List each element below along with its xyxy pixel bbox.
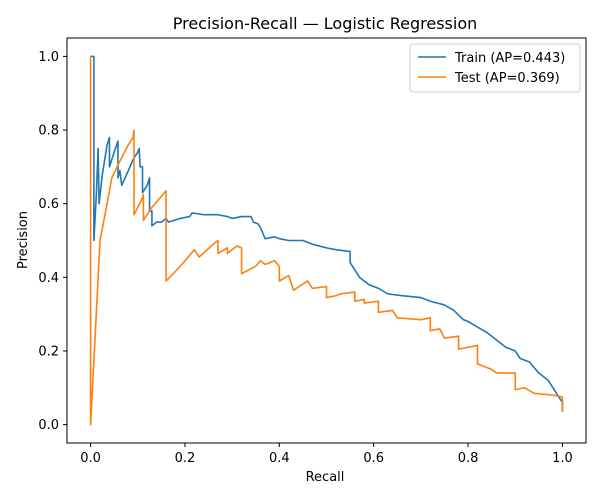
x-tick-label: 1.0 — [552, 451, 573, 466]
x-tick-label: 0.2 — [175, 451, 196, 466]
y-axis-label: Precision — [16, 211, 31, 269]
y-axis-ticks: 0.0 0.2 0.4 0.6 0.8 1.0 — [38, 50, 67, 433]
y-tick-label: 1.0 — [38, 50, 59, 65]
test-series-line — [89, 56, 564, 426]
legend-box — [409, 43, 581, 93]
x-axis-ticks: 0.0 0.2 0.4 0.6 0.8 1.0 — [80, 443, 573, 466]
chart-title: Precision-Recall — Logistic Regression — [173, 14, 478, 33]
plot-background — [67, 38, 586, 443]
y-tick-label: 0.8 — [38, 124, 59, 139]
legend: Train (AP=0.443) Test (AP=0.369) — [409, 43, 581, 93]
x-tick-label: 0.0 — [80, 451, 101, 466]
y-tick-label: 0.2 — [38, 344, 59, 359]
y-tick-label: 0.6 — [38, 197, 59, 212]
x-tick-label: 0.6 — [363, 451, 384, 466]
train-series-line — [90, 55, 564, 412]
x-tick-label: 0.8 — [458, 451, 479, 466]
x-axis-label: Recall — [306, 470, 345, 485]
legend-test-label: Test (AP=0.369) — [454, 71, 560, 86]
legend-train-label: Train (AP=0.443) — [454, 51, 565, 66]
y-tick-label: 0.0 — [38, 418, 59, 433]
plot-area: 0.0 0.2 0.4 0.6 0.8 1.0 0.0 0.2 0.4 0.6 0.8 1.0 — [38, 37, 587, 466]
series-layer — [89, 55, 564, 426]
x-tick-label: 0.4 — [269, 451, 290, 466]
plot-frame — [66, 37, 587, 444]
y-tick-label: 0.4 — [38, 271, 59, 286]
